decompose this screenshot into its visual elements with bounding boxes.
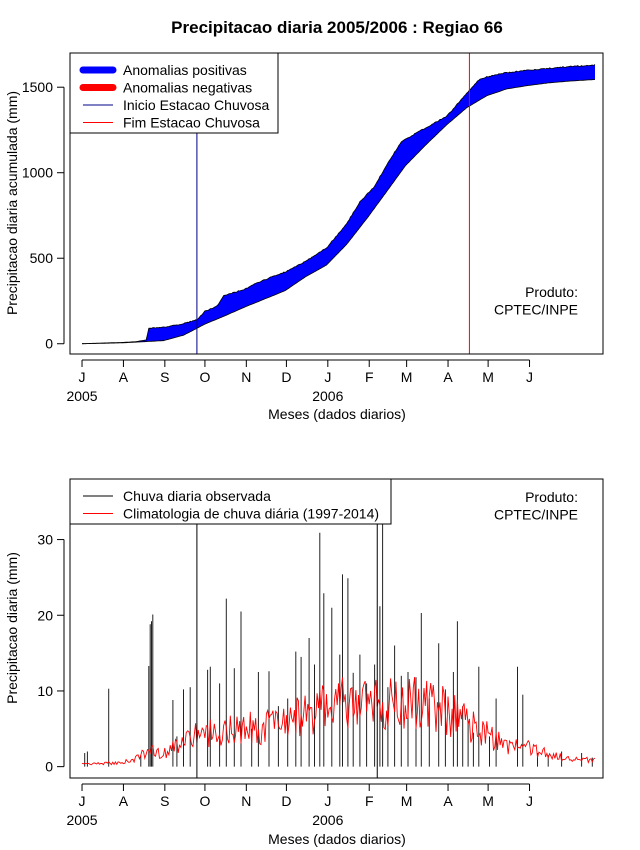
- y-tick-label: 10: [37, 683, 53, 699]
- x-tick-label: A: [443, 793, 453, 809]
- legend-box: [69, 478, 392, 525]
- x-year-label: 2006: [312, 812, 343, 828]
- x-tick-label: J: [79, 369, 86, 385]
- x-year-label: 2005: [66, 388, 97, 404]
- legend-label: Inicio Estacao Chuvosa: [123, 97, 270, 113]
- observed-cumulative-line: [82, 64, 596, 345]
- bottom-product-annotation: Produto: CPTEC/INPE: [494, 489, 578, 523]
- y-tick-label: 20: [37, 607, 53, 623]
- legend-label: Climatologia de chuva diária (1997-2014): [123, 506, 379, 522]
- x-tick-label: N: [241, 793, 251, 809]
- top-legend: Anomalias positivas Anomalias negativasIn…: [69, 52, 279, 134]
- legend-box: [69, 52, 279, 134]
- bottom-y-axis-label: Precipitacao diaria (mm): [4, 552, 20, 704]
- x-tick-label: D: [281, 793, 291, 809]
- x-tick-label: A: [443, 369, 453, 385]
- top-axes: J A S O N D J F M A M J 2005 2006 0 500 1000 1500: [22, 79, 533, 404]
- x-tick-label: N: [241, 369, 251, 385]
- x-tick-label: F: [365, 793, 374, 809]
- legend-label: Anomalias negativas: [123, 80, 252, 96]
- x-year-label: 2006: [312, 388, 343, 404]
- bottom-legend: Chuva diaria observada Climatologia de ch…: [69, 478, 392, 525]
- y-tick-label: 500: [30, 250, 54, 266]
- y-tick-label: 0: [45, 759, 53, 775]
- top-product-annotation: Produto: CPTEC/INPE: [494, 284, 578, 318]
- x-year-label: 2005: [66, 812, 97, 828]
- x-tick-label: J: [526, 793, 533, 809]
- top-plot-frame: [69, 52, 604, 355]
- bottom-axes: J A S O N D J F M A M J 2005 2006 0 10 20 30: [37, 532, 533, 828]
- annotation-line: CPTEC/INPE: [494, 507, 578, 523]
- x-tick-label: M: [482, 369, 494, 385]
- x-tick-label: A: [119, 369, 129, 385]
- x-tick-label: M: [401, 369, 413, 385]
- climatology-cumulative-line: [82, 79, 596, 345]
- top-x-axis-label: Meses (dados diarios): [268, 406, 406, 422]
- x-tick-label: O: [199, 793, 210, 809]
- x-tick-label: J: [526, 369, 533, 385]
- bottom-plot-area: [81, 479, 596, 778]
- x-tick-label: S: [160, 369, 169, 385]
- x-tick-label: O: [199, 369, 210, 385]
- y-tick-label: 1000: [22, 165, 53, 181]
- y-tick-label: 30: [37, 532, 53, 548]
- x-tick-label: J: [324, 793, 331, 809]
- annotation-line: CPTEC/INPE: [494, 302, 578, 318]
- legend-label: Fim Estacao Chuvosa: [123, 115, 260, 131]
- legend-label: Anomalias positivas: [123, 62, 247, 78]
- top-y-axis-label: Precipitacao diaria acumulada (mm): [4, 91, 20, 315]
- x-tick-label: J: [324, 369, 331, 385]
- legend-label: Chuva diaria observada: [123, 488, 271, 504]
- y-tick-label: 1500: [22, 79, 53, 95]
- x-tick-label: F: [365, 369, 374, 385]
- x-tick-label: M: [401, 793, 413, 809]
- x-tick-label: S: [160, 793, 169, 809]
- annotation-line: Produto:: [525, 284, 578, 300]
- bottom-x-axis-label: Meses (dados diarios): [268, 831, 406, 847]
- x-tick-label: M: [482, 793, 494, 809]
- x-tick-label: J: [79, 793, 86, 809]
- annotation-line: Produto:: [525, 489, 578, 505]
- climatology-daily-line: [81, 677, 596, 766]
- y-tick-label: 0: [45, 336, 53, 352]
- x-tick-label: A: [119, 793, 129, 809]
- x-tick-label: D: [281, 369, 291, 385]
- top-chart-title: Precipitacao diaria 2005/2006 : Regiao 6…: [171, 18, 503, 37]
